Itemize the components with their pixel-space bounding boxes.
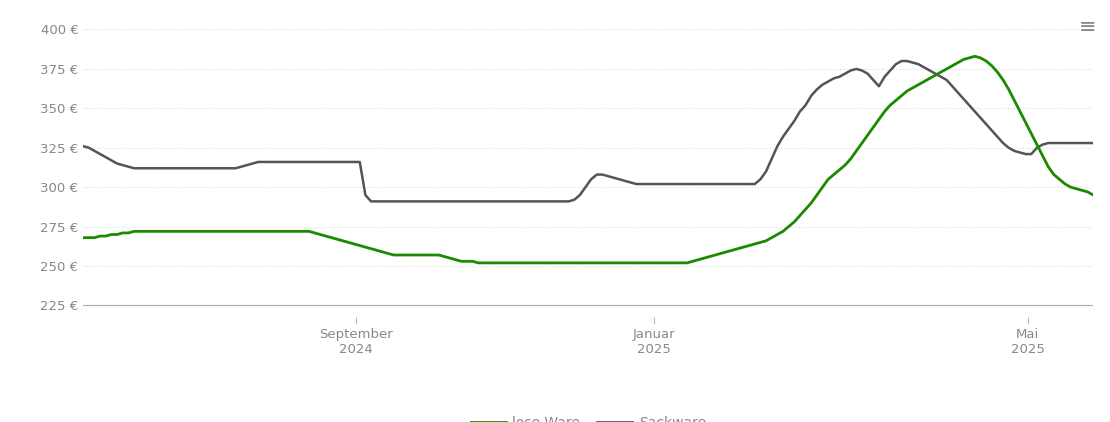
Legend: lose Ware, Sackware: lose Ware, Sackware xyxy=(465,410,712,422)
Text: ≡: ≡ xyxy=(1079,17,1097,37)
